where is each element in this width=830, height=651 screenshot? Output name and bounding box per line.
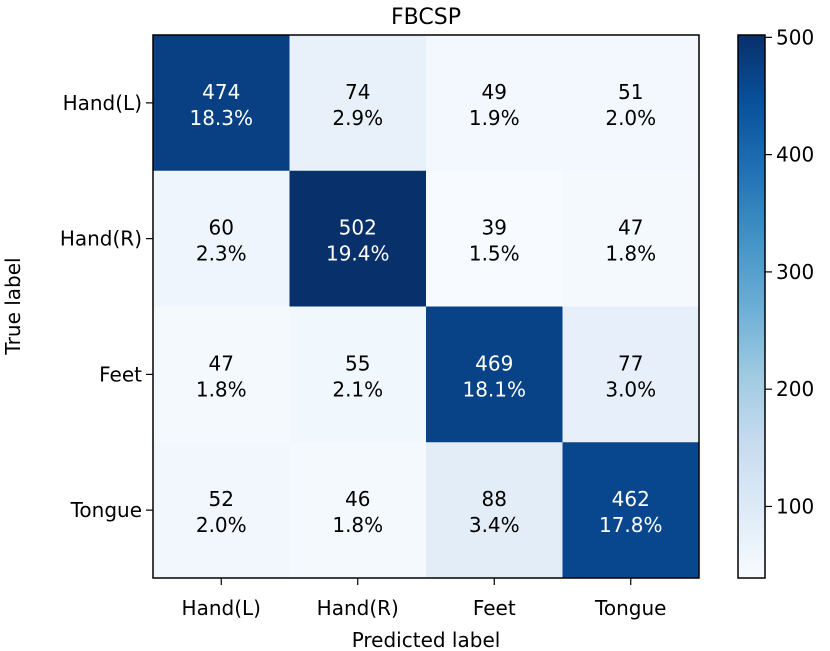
cell-count-label: 51	[618, 80, 643, 104]
cell-percent-label: 1.8%	[196, 377, 247, 401]
heatmap-cell	[153, 170, 290, 307]
cell-percent-label: 1.8%	[605, 242, 656, 266]
cell-percent-label: 1.9%	[469, 106, 520, 130]
cell-count-label: 462	[612, 487, 650, 511]
colorbar-tick-label: 100	[776, 494, 814, 518]
heatmap-cell	[153, 442, 290, 579]
x-tick-label: Feet	[473, 596, 516, 620]
cell-percent-label: 2.0%	[196, 513, 247, 537]
plot-frame	[152, 34, 700, 579]
cell-count-label: 47	[618, 216, 643, 240]
heatmap-cell	[289, 170, 427, 307]
heatmap-cell	[153, 35, 290, 172]
cell-count-label: 469	[475, 351, 513, 375]
cell-count-label: 474	[202, 80, 240, 104]
heatmap-cell	[562, 35, 700, 172]
colorbar-ticks: 100 200 300 400 500	[765, 25, 814, 518]
cell-count-label: 39	[482, 216, 507, 240]
heatmap-cells: 47418.3%742.9%491.9%512.0%602.3%50219.4%…	[153, 35, 700, 579]
cell-percent-label: 17.8%	[599, 513, 663, 537]
x-axis-ticks: Hand(L) Hand(R) Feet Tongue	[182, 578, 666, 620]
cell-count-label: 74	[345, 80, 370, 104]
cell-count-label: 55	[345, 351, 370, 375]
cell-count-label: 46	[345, 487, 370, 511]
heatmap-cell	[562, 306, 700, 443]
heatmap-cell	[426, 170, 563, 307]
y-tick-label: Hand(R)	[60, 227, 142, 251]
heatmap-cell	[153, 306, 290, 443]
colorbar-tick-label: 200	[776, 377, 814, 401]
cell-count-label: 88	[482, 487, 507, 511]
cell-percent-label: 18.3%	[189, 106, 253, 130]
heatmap-cell	[289, 442, 427, 579]
heatmap-cell	[562, 170, 700, 307]
cell-percent-label: 3.4%	[469, 513, 520, 537]
heatmap-cell	[289, 306, 427, 443]
colorbar-tick-label: 300	[776, 260, 814, 284]
cell-percent-label: 1.8%	[332, 513, 383, 537]
cell-percent-label: 18.1%	[462, 377, 526, 401]
cell-percent-label: 2.3%	[196, 242, 247, 266]
cell-percent-label: 1.5%	[469, 242, 520, 266]
heatmap-cell	[426, 35, 563, 172]
heatmap-cell	[562, 442, 700, 579]
x-axis-label: Predicted label	[352, 628, 501, 651]
cell-count-label: 502	[339, 216, 377, 240]
cell-count-label: 49	[482, 80, 507, 104]
x-tick-label: Hand(L)	[182, 596, 261, 620]
x-tick-label: Tongue	[594, 596, 666, 620]
cell-percent-label: 2.0%	[605, 106, 656, 130]
y-tick-label: Feet	[99, 362, 142, 386]
heatmap-cell	[289, 35, 427, 172]
y-tick-label: Hand(L)	[63, 91, 142, 115]
cell-count-label: 47	[209, 351, 234, 375]
cell-percent-label: 2.1%	[332, 377, 383, 401]
cell-percent-label: 2.9%	[332, 106, 383, 130]
y-axis-ticks: Hand(L) Hand(R) Feet Tongue	[60, 91, 153, 522]
y-tick-label: Tongue	[70, 498, 142, 522]
cell-count-label: 60	[209, 216, 234, 240]
colorbar-tick-label: 500	[776, 25, 814, 49]
colorbar	[737, 34, 766, 579]
colorbar-tick-label: 400	[776, 143, 814, 167]
y-axis-label: True label	[1, 257, 25, 355]
heatmap-cell	[426, 442, 563, 579]
x-tick-label: Hand(R)	[317, 596, 399, 620]
cell-percent-label: 3.0%	[605, 377, 656, 401]
cell-count-label: 52	[209, 487, 234, 511]
cell-percent-label: 19.4%	[326, 242, 390, 266]
cell-count-label: 77	[618, 351, 643, 375]
chart-title: FBCSP	[391, 5, 461, 30]
heatmap-cell	[426, 306, 563, 443]
